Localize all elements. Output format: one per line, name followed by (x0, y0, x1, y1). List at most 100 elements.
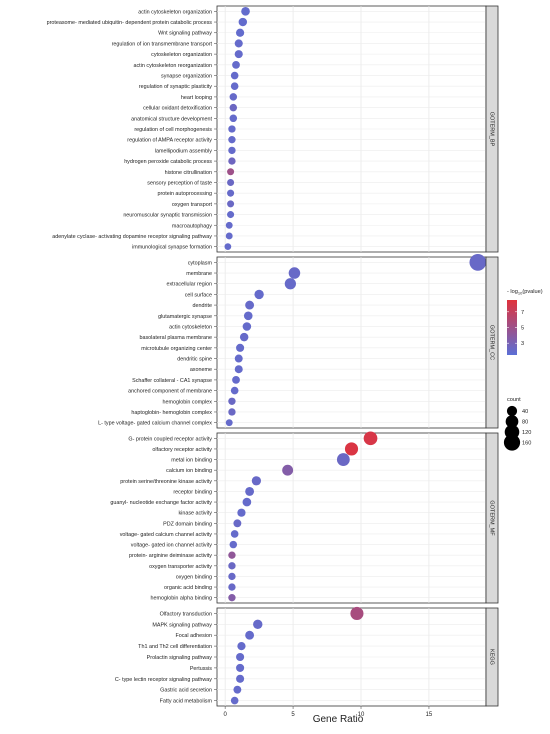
y-tick-label: cytoplasm (188, 260, 213, 266)
data-point (229, 114, 238, 123)
data-point (363, 431, 378, 446)
data-point (237, 641, 246, 651)
y-tick-label: immunological synapse formation (132, 245, 212, 251)
y-tick-label: membrane (186, 271, 212, 277)
y-tick-label: PDZ domain binding (163, 521, 212, 527)
data-point (350, 606, 364, 620)
x-tick-label: 0 (223, 712, 227, 718)
data-point (232, 376, 240, 384)
y-tick-label: regulation of AMPA receptor activity (127, 138, 212, 144)
y-tick-label: synapse organization (161, 74, 212, 80)
data-point (469, 253, 487, 271)
y-tick-label: Focal adhesion (175, 633, 212, 639)
y-tick-label: haptoglobin- hemoglobin complex (131, 410, 212, 416)
data-point (225, 419, 233, 427)
y-tick-label: anatomical structure development (131, 116, 212, 122)
data-point (235, 28, 245, 37)
size-legend-dot (505, 415, 519, 428)
data-point (228, 594, 236, 602)
data-point (230, 696, 239, 705)
data-point (236, 674, 245, 683)
y-tick-label: voltage- gated calcium channel activity (120, 532, 213, 538)
y-tick-label: C- type lectin receptor signaling pathwa… (115, 677, 212, 683)
y-tick-label: cytoskeleton organization (151, 52, 212, 58)
panel-strip-label: GOTERM_BP (489, 112, 495, 147)
y-tick-label: dendrite (193, 303, 212, 309)
size-legend-dot (503, 434, 521, 451)
data-point (236, 663, 245, 672)
data-point (282, 464, 294, 476)
y-tick-label: macroautophagy (172, 223, 212, 229)
panel-strip (485, 607, 499, 707)
y-tick-label: Olfactory transduction (160, 611, 212, 617)
y-tick-label: MAPK signaling pathway (152, 622, 212, 628)
data-point (229, 93, 238, 101)
data-point (253, 619, 263, 630)
data-point (236, 652, 245, 662)
panel-strip-label: GOTERM_CC (489, 325, 495, 360)
x-tick-label: 5 (291, 712, 295, 718)
y-tick-label: metal ion binding (171, 458, 212, 464)
x-tick-label: 15 (426, 712, 433, 718)
data-point (228, 136, 236, 144)
data-point (227, 189, 235, 197)
data-point (228, 408, 236, 416)
color-legend-label: 5 (521, 326, 524, 332)
y-tick-label: Gastric acid secretion (160, 688, 212, 694)
data-point (229, 540, 238, 549)
data-point (284, 278, 296, 290)
y-tick-label: cellular oxidant detoxification (143, 106, 212, 112)
data-point (228, 125, 236, 133)
data-point (336, 453, 350, 466)
y-tick-label: Th1 and Th2 cell differentiation (138, 644, 212, 650)
size-legend-label: 160 (522, 441, 531, 447)
y-tick-label: Wnt signaling pathway (158, 31, 212, 37)
color-legend-title: - log10(pvalue) (507, 289, 543, 296)
y-tick-label: olfactory receptor activity (152, 447, 212, 453)
y-tick-label: histone citrullination (165, 170, 212, 176)
data-point (227, 168, 235, 176)
y-tick-label: Prolactin signaling pathway (147, 655, 213, 661)
y-tick-label: actin cytoskeleton (169, 324, 212, 330)
panel-strip-label: GOTERM_MF (489, 500, 495, 536)
color-legend-bar (507, 300, 517, 355)
y-tick-label: oxygen transporter activity (149, 564, 212, 570)
y-tick-label: extracellular region (166, 282, 212, 288)
color-legend-label: 3 (521, 341, 524, 347)
data-point (230, 386, 239, 395)
y-tick-label: regulation of synaptic plasticity (139, 84, 212, 90)
data-point (229, 103, 238, 112)
data-point (228, 572, 236, 581)
y-tick-label: microtubule organizing center (141, 346, 212, 352)
y-tick-label: heart looping (181, 95, 212, 101)
y-tick-label: organic acid binding (164, 585, 212, 591)
data-point (227, 200, 235, 208)
data-point (225, 232, 233, 240)
data-point (234, 365, 243, 374)
data-point (234, 39, 243, 48)
panel-frame (216, 256, 487, 429)
data-point (238, 17, 248, 27)
y-tick-label: calcium ion binding (166, 468, 212, 474)
data-point (227, 211, 235, 219)
data-point (227, 178, 235, 187)
y-tick-label: voltage- gated ion channel activity (131, 543, 213, 549)
panel-frame (216, 432, 487, 604)
y-tick-label: protein autoprocessing (157, 191, 212, 197)
data-point (288, 267, 301, 279)
y-tick-label: Pertussis (190, 666, 212, 672)
data-point (344, 442, 359, 456)
data-point (230, 82, 239, 91)
data-point (241, 7, 250, 16)
y-tick-label: Schaffer collateral - CA1 synapse (132, 378, 212, 384)
y-tick-label: proteasome- mediated ubiquitin- dependen… (47, 20, 213, 26)
data-point (234, 354, 243, 363)
y-tick-label: receptor binding (173, 489, 212, 495)
data-point (233, 519, 242, 528)
y-tick-label: oxygen binding (176, 574, 212, 580)
y-tick-label: anchored component of membrane (128, 389, 212, 395)
data-point (245, 300, 255, 310)
size-legend-title: count (507, 397, 521, 403)
y-tick-label: guanyl- nucleotide exchange factor activ… (110, 500, 212, 506)
